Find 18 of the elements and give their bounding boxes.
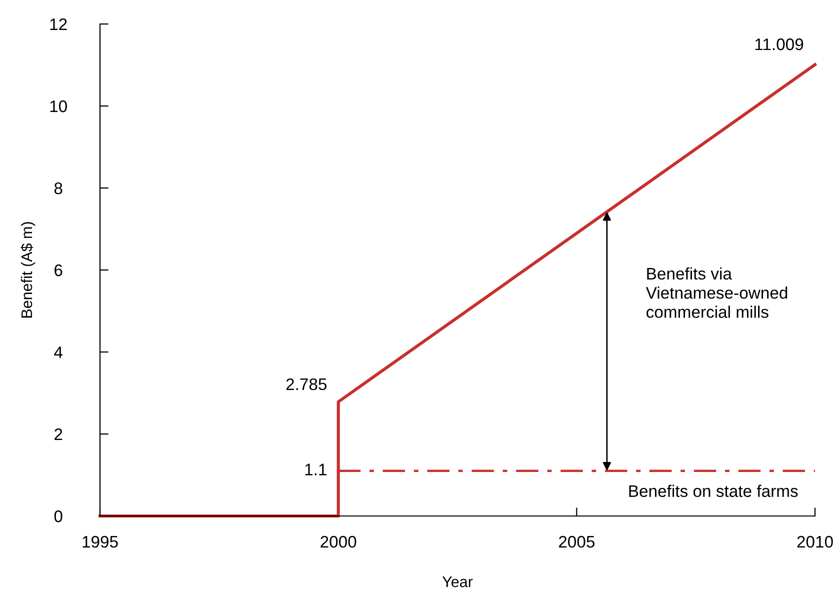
y-tick-label: 12	[50, 18, 67, 30]
data-label: 1.1	[305, 464, 326, 476]
x-tick-label: 2000	[320, 536, 356, 548]
annotation: Benefits via Vietnamese-owned commercial mills	[646, 267, 788, 318]
y-tick-label: 2	[54, 428, 62, 440]
x-tick-label: 2005	[558, 536, 595, 548]
x-tick-label: 1995	[82, 536, 118, 548]
y-tick-label: 0	[54, 510, 62, 522]
series-label: Benefits on state farms	[629, 484, 798, 498]
y-tick-label: 4	[54, 346, 62, 358]
x-axis-title: Year	[442, 576, 473, 588]
y-tick-label: 6	[54, 264, 62, 276]
y-tick-label: 8	[54, 182, 62, 194]
x-tick-label: 2010	[797, 536, 833, 548]
data-label: 2.785	[286, 378, 327, 390]
y-axis-title: Benefit (A$ m)	[20, 222, 36, 318]
data-label: 11.009	[755, 38, 804, 50]
y-tick-label: 10	[50, 100, 67, 112]
